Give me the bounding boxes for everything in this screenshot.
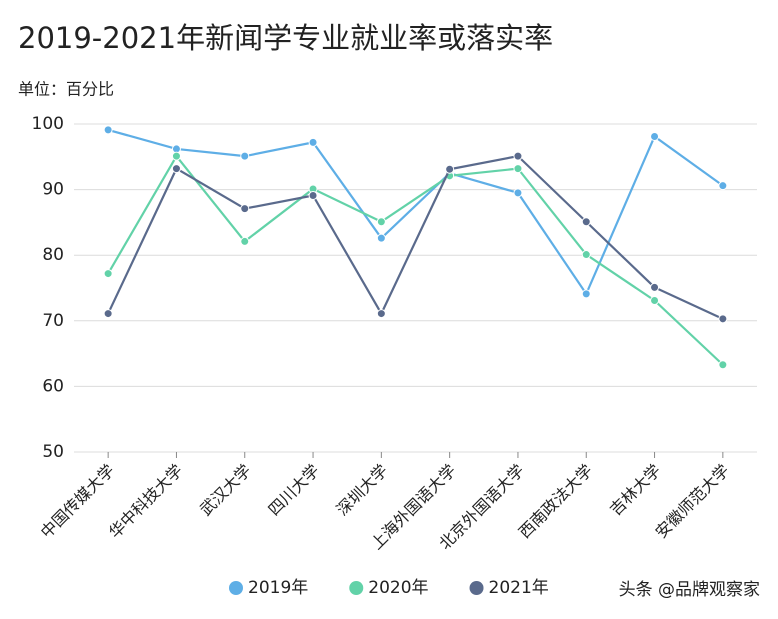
point bbox=[650, 295, 660, 305]
series-line bbox=[107, 128, 724, 297]
point bbox=[513, 188, 523, 198]
point bbox=[103, 269, 113, 279]
point bbox=[581, 250, 591, 260]
legend-label: 2019年 bbox=[248, 578, 308, 598]
point bbox=[171, 164, 181, 174]
chart-title: 2019-2021年新闻学专业就业率或落实率 bbox=[18, 21, 553, 55]
point bbox=[240, 151, 250, 161]
x-tick-label: 安徽师范大学 bbox=[652, 461, 733, 542]
y-tick-label: 50 bbox=[42, 442, 64, 462]
series-line bbox=[107, 154, 724, 366]
point bbox=[103, 125, 113, 135]
x-tick-label: 深圳大学 bbox=[333, 461, 392, 520]
legend-marker bbox=[229, 581, 243, 595]
point bbox=[240, 236, 250, 246]
legend-label: 2021年 bbox=[489, 578, 549, 598]
legend-label: 2020年 bbox=[368, 578, 428, 598]
point bbox=[103, 309, 113, 319]
point bbox=[718, 181, 728, 191]
point bbox=[718, 360, 728, 370]
point bbox=[650, 282, 660, 292]
series-line bbox=[107, 154, 724, 320]
legend-marker bbox=[469, 581, 484, 595]
point bbox=[718, 314, 728, 324]
point bbox=[308, 191, 318, 201]
x-tick-label: 华中科技大学 bbox=[105, 461, 186, 542]
point bbox=[308, 137, 318, 147]
y-tick-label: 70 bbox=[42, 311, 64, 331]
y-tick-label: 80 bbox=[42, 245, 64, 265]
chart-subtitle: 单位：百分比 bbox=[18, 80, 114, 99]
point bbox=[171, 151, 181, 161]
x-tick-label: 西南政法大学 bbox=[515, 461, 596, 542]
point bbox=[581, 217, 591, 227]
x-tick-label: 武汉大学 bbox=[196, 461, 255, 520]
point bbox=[581, 289, 591, 299]
point bbox=[376, 233, 386, 243]
x-tick-label: 四川大学 bbox=[264, 461, 323, 520]
watermark: 头条 @品牌观察家 bbox=[619, 580, 760, 600]
point bbox=[376, 217, 386, 227]
y-tick-label: 90 bbox=[42, 180, 64, 200]
point bbox=[513, 151, 523, 161]
point bbox=[513, 164, 523, 174]
y-tick-label: 60 bbox=[42, 376, 64, 396]
point bbox=[376, 309, 386, 319]
legend-marker bbox=[349, 581, 364, 595]
y-tick-label: 100 bbox=[32, 114, 64, 134]
point bbox=[445, 164, 455, 174]
point bbox=[650, 131, 660, 141]
x-tick-label: 吉林大学 bbox=[606, 461, 665, 520]
point bbox=[240, 204, 250, 214]
